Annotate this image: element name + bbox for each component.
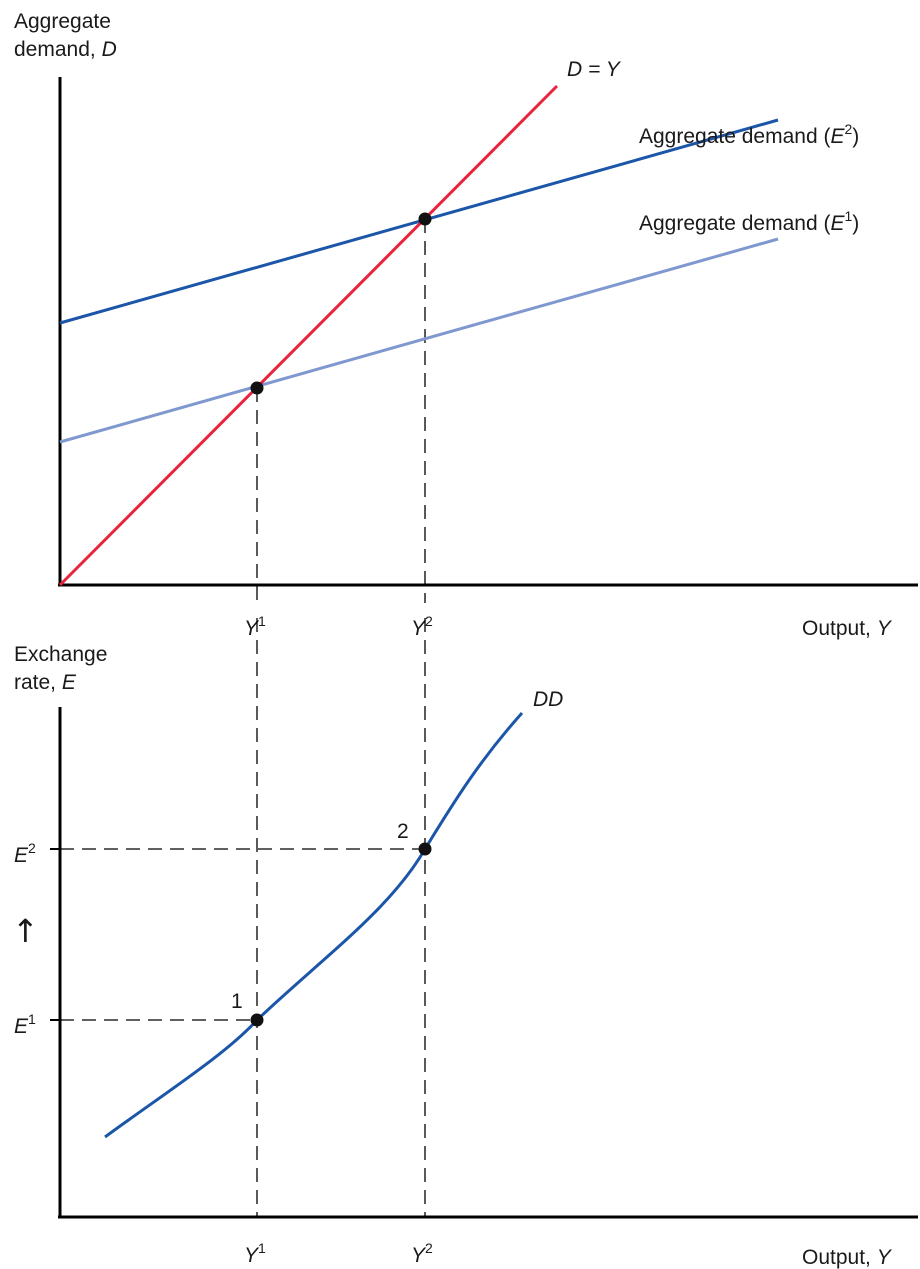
ad-e1-label-text: Aggregate demand ( [639,212,830,235]
tick-e2-sup: 2 [28,840,36,856]
bottom-tick-y2-sup: 2 [425,1240,433,1256]
top-x-axis-label-text: Output, [802,617,877,640]
ad-e2-label-close: ) [852,125,859,148]
dd-point-1 [250,1013,264,1027]
ad-e1-label-sup: 1 [844,208,852,224]
d-equals-y-line [58,84,559,587]
ad-e2-label-text: Aggregate demand ( [639,125,830,148]
tick-e2-label: E2 [14,840,36,867]
top-tick-y2-var: Y [411,617,427,640]
top-y-axis-label-line2: demand, D [14,38,117,61]
bottom-tick-y2: Y2 [411,1240,433,1267]
tick-e1-var: E [14,1015,29,1038]
top-y-axis-label-text: demand, [14,38,102,61]
dd-point-2 [418,842,432,856]
aggregate-demand-e1-line [59,237,779,444]
tick-e1-label: E1 [14,1011,36,1038]
bottom-tick-y1-sup: 1 [258,1240,266,1256]
bottom-tick-y1-var: Y [244,1244,260,1267]
bottom-x-axis-label: Output, Y [802,1246,893,1269]
bottom-y-axis-label-line1: Exchange [14,643,107,666]
bottom-y-axis-label-var: E [62,671,77,694]
ad-e1-label-var: E [830,212,845,235]
tick-e2-var: E [14,844,29,867]
d-equals-y-label: D = Y [567,58,622,81]
top-tick-y1: Y1 [244,613,266,640]
ad-e2-label: Aggregate demand (E2) [639,121,859,148]
dd-curve-label: DD [533,688,563,711]
tick-e1-sup: 1 [28,1011,36,1027]
top-equilibrium-point-1 [250,381,264,395]
top-x-axis-label: Output, Y [802,617,893,640]
bottom-tick-y2-var: Y [411,1244,427,1267]
ad-e1-label: Aggregate demand (E1) [639,208,859,235]
top-y-axis-label-var: D [102,38,117,61]
bottom-y-axis-label-line2: rate, E [14,671,77,694]
ad-e1-label-close: ) [852,212,859,235]
top-panel: Aggregate demand, D D = Y Aggregate dema… [14,10,918,640]
top-equilibrium-point-2 [418,212,432,226]
bottom-panel: 1 2 DD Exchange rate, E E2 E1 ↑ Y1 Y2 Ou… [12,618,918,1269]
dd-curve [104,712,524,1139]
top-tick-y1-sup: 1 [258,613,266,629]
bottom-tick-y1: Y1 [244,1240,266,1267]
top-tick-y2-sup: 2 [425,613,433,629]
bottom-x-axis-label-var: Y [877,1246,893,1269]
point-1-label: 1 [231,990,243,1013]
top-tick-y2: Y2 [411,613,433,640]
point-2-label: 2 [397,820,409,843]
ad-e2-label-sup: 2 [844,121,852,137]
bottom-y-axis-label-text: rate, [14,671,62,694]
top-y-axis-label-line1: Aggregate [14,10,111,33]
top-x-axis-label-var: Y [877,617,893,640]
ad-e2-label-var: E [830,125,845,148]
bottom-x-axis-label-text: Output, [802,1246,877,1269]
depreciation-arrow-icon: ↑ [12,912,39,950]
top-tick-y1-var: Y [244,617,260,640]
